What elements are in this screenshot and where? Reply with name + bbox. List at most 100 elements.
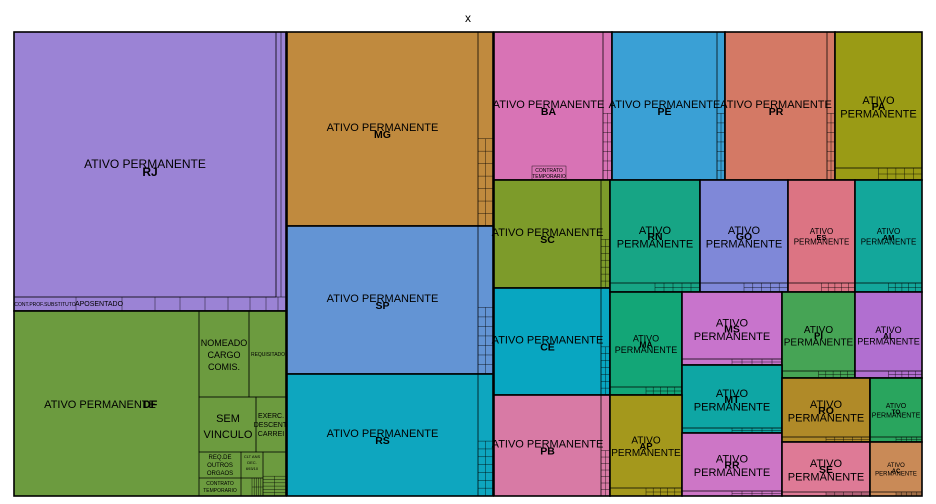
tile-fill — [682, 292, 782, 365]
subgroup-label: ATIVO — [633, 334, 659, 344]
subgroup-label: ATIVO PERMANENTE — [492, 439, 604, 451]
subgroup-label: ATIVO PERMANENTE — [327, 428, 439, 440]
tile-fill — [870, 378, 922, 442]
subgroup-label: ATIVO PERMANENTE — [492, 227, 604, 239]
state-label: AP — [639, 442, 653, 453]
subgroup-label: ATIVO PERMANENTE — [84, 157, 206, 171]
tile-fill — [494, 288, 610, 395]
subgroup-label: ATIVO — [716, 454, 749, 466]
subgroup-label: PERMANENTE — [857, 337, 920, 347]
subgroup-label: PERMANENTE — [840, 109, 916, 121]
subgroup-label: CONT.PROF.SUBSTITUTO — [14, 302, 75, 308]
state-label: RR — [724, 460, 740, 472]
subgroup-label: ATIVO PERMANENTE — [493, 99, 605, 111]
subgroup-label: PERMANENTE — [694, 402, 770, 414]
treemap-tile-df: ATIVO PERMANENTE NOMEADO CARGO COMIS. REQUIS… — [13, 310, 289, 497]
subgroup-label: ATIVO PERMANENTE — [720, 99, 832, 111]
subgroup-label: REQUISITADO — [251, 352, 285, 358]
subgroup-label: TEMPORARIO — [532, 174, 566, 180]
state-label: AC — [892, 469, 901, 475]
tile-fill — [287, 32, 493, 226]
state-label: MT — [724, 394, 740, 406]
tile-fill — [610, 292, 682, 395]
state-label: BA — [541, 106, 557, 118]
tile-fill — [855, 180, 922, 292]
state-label: SC — [540, 234, 555, 246]
tile-border — [869, 441, 923, 497]
state-label: CE — [540, 342, 555, 354]
state-label: MG — [374, 129, 391, 141]
tile-border — [286, 373, 494, 497]
subgroup-label: PERMANENTE — [706, 239, 782, 251]
treemap-tile-rj: ATIVO PERMANENTE CONT.PROF.SUBSTITUTO APOS… — [13, 31, 287, 312]
subgroup-label: ATIVO — [877, 227, 900, 236]
subgroup-label: TEMPORARIO — [203, 488, 237, 494]
tile-fill — [782, 442, 870, 496]
state-label: SE — [819, 464, 833, 476]
subgroup-label: PERMANENTE — [875, 472, 917, 478]
tile-fill — [494, 32, 612, 180]
subgroup-label: ATIVO PERMANENTE — [44, 399, 156, 411]
subgroup-label: ATIVO — [631, 436, 660, 447]
subgroup-label: ATIVO — [804, 325, 833, 336]
subgroup-label: PERMANENTE — [617, 239, 693, 251]
subgroup-label: PERMANENTE — [794, 238, 850, 247]
tile-fill — [835, 32, 922, 180]
subgroup-label: ATIVO — [716, 318, 749, 330]
subgroup-label: OUTROS — [207, 463, 233, 469]
subgroup-label: ATIVO — [886, 403, 907, 410]
subgroup-label: ATIVO — [810, 227, 833, 236]
subgroup-label: PERMANENTE — [784, 338, 854, 349]
tile-fill — [700, 180, 788, 292]
state-label: DF — [143, 399, 158, 411]
state-label: PB — [540, 446, 555, 458]
subgroup-label: PERMANENTE — [788, 472, 864, 484]
state-label: PR — [769, 106, 784, 118]
subgroup-label: ATIVO — [862, 95, 895, 107]
subgroup-label: ATIVO — [810, 399, 843, 411]
tile-fill — [782, 378, 870, 442]
state-label: GO — [736, 231, 752, 243]
subgroup-label: ATIVO — [810, 458, 843, 470]
tile-fill — [610, 180, 700, 292]
subgroup-label: NOMEADO — [201, 338, 248, 348]
tile-fill — [287, 226, 493, 374]
state-label: AM — [883, 233, 895, 242]
tile-fill — [725, 32, 835, 180]
chart-title: x — [465, 11, 471, 25]
tile-fill — [494, 180, 610, 288]
subgroup-label: 693/10 — [246, 466, 259, 471]
tile-border — [13, 310, 287, 497]
state-label: MS — [724, 324, 740, 336]
tile-fill — [287, 374, 493, 496]
state-label: ES — [816, 233, 826, 242]
tile-fill — [14, 32, 286, 311]
subgroup-label: PERMANENTE — [611, 448, 681, 459]
subgroup-label: ATIVO PERMANENTE — [609, 99, 721, 111]
tile-fill — [682, 433, 782, 496]
tile-fill — [870, 442, 922, 496]
subgroup-label: CARGO — [207, 350, 240, 360]
subgroup-label: ATIVO — [639, 225, 672, 237]
subgroup-label: DESCENT. — [254, 422, 289, 429]
state-label: PA — [872, 101, 886, 113]
subgroup-label: PERMANENTE — [694, 467, 770, 479]
subgroup-label: EXERC. — [258, 413, 284, 420]
